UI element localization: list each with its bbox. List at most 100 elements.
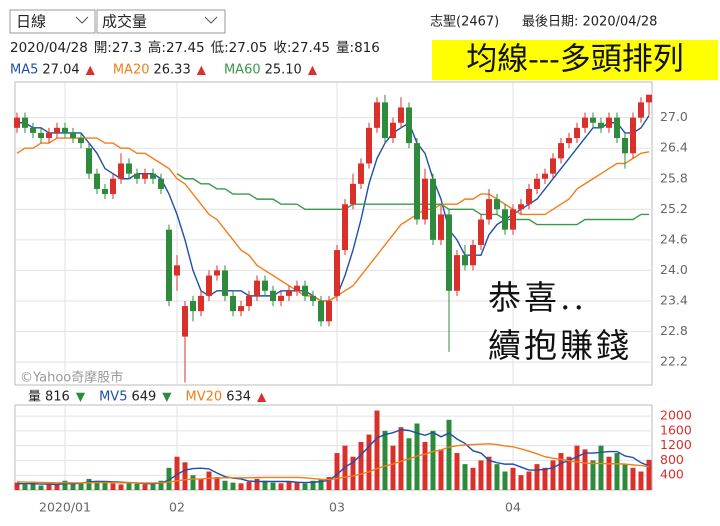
info-field: 量:816 bbox=[336, 40, 380, 56]
y-tick-label: 27.0 bbox=[660, 109, 688, 124]
volume-bar bbox=[614, 453, 620, 490]
volume-bar bbox=[70, 482, 76, 490]
legend-arrow: ▲ bbox=[197, 63, 207, 77]
y-tick-label: 25.8 bbox=[660, 170, 688, 185]
volume-bar bbox=[526, 471, 532, 490]
volume-bar bbox=[118, 484, 124, 490]
volume-bar bbox=[446, 419, 452, 490]
banner: 均線---多頭排列 bbox=[466, 42, 683, 78]
candle-body bbox=[302, 285, 308, 296]
volume-bar bbox=[454, 453, 460, 490]
candle-body bbox=[182, 306, 188, 337]
candle-body bbox=[558, 143, 564, 159]
volume-bar bbox=[238, 483, 244, 490]
candle-body bbox=[118, 163, 124, 179]
candle-body bbox=[30, 127, 36, 133]
legend-name: MA60 bbox=[224, 63, 261, 78]
candle-body bbox=[470, 244, 476, 266]
candle-body bbox=[478, 219, 484, 245]
candle-body bbox=[502, 209, 508, 230]
legend-name: MA20 bbox=[113, 63, 150, 78]
candle-body bbox=[534, 178, 540, 189]
volume-bar bbox=[310, 480, 316, 490]
chevron bbox=[204, 16, 218, 24]
legend-value: 816 bbox=[45, 390, 70, 405]
candle-body bbox=[54, 127, 60, 133]
candle-body bbox=[166, 229, 172, 301]
legend-arrow: ▲ bbox=[257, 390, 267, 404]
candle-body bbox=[366, 127, 372, 164]
volume-bar bbox=[246, 481, 252, 490]
volume-bar bbox=[286, 481, 292, 490]
volume-bar bbox=[182, 462, 188, 490]
candle-body bbox=[190, 300, 196, 312]
volume-bar bbox=[510, 467, 516, 490]
candle-body bbox=[46, 132, 52, 139]
candle-body bbox=[454, 255, 460, 291]
volume-bar bbox=[478, 460, 484, 490]
volume-bar bbox=[350, 456, 356, 490]
volume-bar bbox=[150, 483, 156, 490]
candle-body bbox=[462, 255, 468, 266]
interval-select[interactable] bbox=[9, 9, 96, 34]
volume-bar bbox=[542, 467, 548, 490]
volume-bar bbox=[630, 467, 636, 490]
volume-bar bbox=[270, 482, 276, 490]
info-field: 低:27.05 bbox=[211, 40, 268, 56]
volume-bar bbox=[550, 460, 556, 490]
candle-body bbox=[22, 117, 28, 128]
volume-bar bbox=[566, 456, 572, 490]
volume-bar bbox=[262, 480, 268, 490]
candle-body bbox=[198, 295, 204, 312]
volume-bar bbox=[518, 475, 524, 490]
y-tick-label: 24.6 bbox=[660, 231, 688, 246]
volume-bar bbox=[198, 478, 204, 490]
indicator-label: 成交量 bbox=[102, 13, 147, 31]
volume-bar bbox=[374, 410, 380, 490]
candle-body bbox=[62, 127, 68, 133]
volume-bar bbox=[302, 483, 308, 490]
candle-body bbox=[70, 132, 76, 139]
volume-bar bbox=[574, 445, 580, 490]
candle-body bbox=[254, 280, 260, 296]
legend-value: 27.04 bbox=[42, 63, 79, 78]
indicator-select[interactable] bbox=[96, 9, 226, 34]
volume-bar bbox=[294, 482, 300, 490]
candle-body bbox=[342, 204, 348, 251]
candle-body bbox=[278, 295, 284, 301]
y-tick-label: 1600 bbox=[660, 422, 692, 437]
candle-body bbox=[574, 127, 580, 139]
volume-bar bbox=[398, 427, 404, 490]
candle-body bbox=[630, 117, 636, 154]
y-tick-label: 26.4 bbox=[660, 140, 688, 155]
candle-body bbox=[334, 250, 340, 296]
legend-value: 649 bbox=[131, 390, 156, 405]
annotation: 恭喜.. bbox=[488, 278, 587, 317]
candle-body bbox=[606, 117, 612, 128]
candle-body bbox=[270, 290, 276, 301]
legend-value: 26.33 bbox=[154, 63, 191, 78]
candle-body bbox=[110, 178, 116, 195]
y-tick-label: 400 bbox=[660, 467, 684, 482]
volume-bar bbox=[334, 453, 340, 490]
volume-bar bbox=[366, 434, 372, 490]
volume-bar bbox=[318, 478, 324, 490]
candle-body bbox=[262, 280, 268, 291]
candle-body bbox=[310, 295, 316, 301]
info-field: 高:27.45 bbox=[148, 39, 205, 56]
y-tick-label: 25.2 bbox=[660, 201, 688, 216]
volume-bar bbox=[462, 464, 468, 490]
volume-bar bbox=[134, 483, 140, 490]
candle-body bbox=[134, 173, 140, 179]
volume-bar bbox=[86, 478, 92, 490]
candle-body bbox=[294, 285, 300, 291]
candle-body bbox=[350, 183, 356, 205]
x-tick-label: 2020/01 bbox=[39, 500, 91, 515]
volume-bar bbox=[590, 460, 596, 490]
candle-body bbox=[326, 300, 332, 322]
volume-bar bbox=[390, 445, 396, 490]
candle-body bbox=[238, 306, 244, 312]
volume-bar bbox=[606, 456, 612, 490]
candle-body bbox=[598, 122, 604, 128]
